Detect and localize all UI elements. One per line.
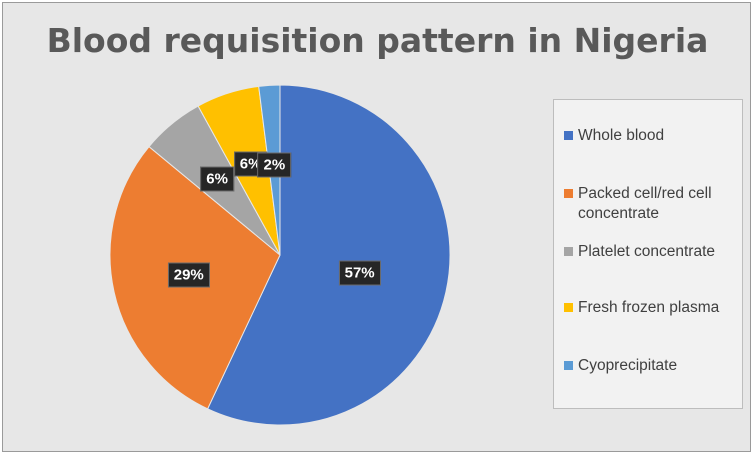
data-label-4: 2% — [257, 152, 292, 178]
pie-slice-0 — [206, 84, 451, 426]
chart-title: Blood requisition pattern in Nigeria — [46, 21, 709, 60]
data-label-2: 6% — [200, 166, 234, 192]
legend-label-3: Fresh frozen plasma — [578, 299, 720, 316]
legend-swatch-0 — [564, 131, 573, 140]
chart-area: Blood requisition pattern in Nigeria 57%… — [2, 2, 751, 452]
data-label-1: 29% — [167, 262, 210, 288]
legend-label-4: Cyoprecipitate — [578, 357, 678, 374]
legend-swatch-1 — [564, 189, 573, 198]
legend-swatch-3 — [564, 303, 573, 312]
legend-label-0: Whole blood — [578, 127, 665, 144]
legend-swatch-2 — [564, 247, 573, 256]
legend: Whole blood Packed cell/red cell concentr… — [553, 99, 743, 409]
legend-label-2: Platelet concentrate — [578, 243, 716, 260]
legend-swatch-4 — [564, 361, 573, 370]
legend-label-1: Packed cell/red cell concentrate — [578, 185, 712, 222]
data-label-0: 57% — [338, 260, 381, 286]
